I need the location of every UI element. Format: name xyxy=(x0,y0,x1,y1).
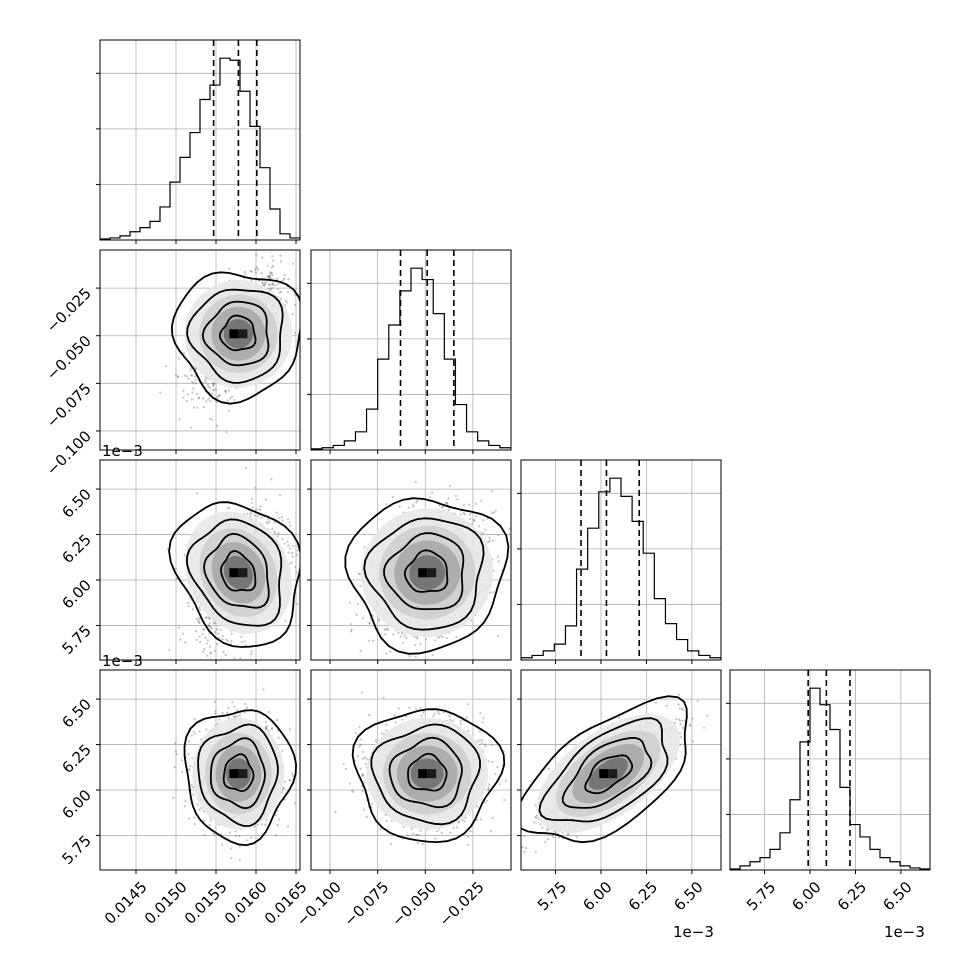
panel-frame xyxy=(310,459,512,661)
contour-lines xyxy=(168,501,300,648)
y-tick-label-p3_y: 6.50 xyxy=(58,695,94,731)
density-cells xyxy=(366,717,488,830)
contour-lines xyxy=(170,271,300,405)
contour-lines xyxy=(344,497,510,655)
tick-labels-layer: 0.01450.01500.01550.01600.0165−0.100−0.0… xyxy=(43,284,925,941)
panel-frame xyxy=(99,459,301,661)
x-tick-label-p3_x: 6.00 xyxy=(788,878,824,914)
panel-frame xyxy=(310,249,512,451)
panel-r3-c3 xyxy=(726,669,931,874)
y-tick-label-p1_y: −0.050 xyxy=(43,332,95,384)
offset-label-row2: 1e−3 xyxy=(102,442,143,460)
panel-r2-c2 xyxy=(517,459,722,664)
panel-frame xyxy=(520,669,722,871)
y-tick-label-p2_y: 6.50 xyxy=(58,485,94,521)
panel-frame xyxy=(99,249,301,451)
contour-lines xyxy=(351,708,506,844)
panel-frame xyxy=(310,669,512,871)
panel-frame xyxy=(99,39,301,241)
x-tick-label-p2_x: 6.00 xyxy=(579,878,615,914)
y-tick-label-p2_y: 5.75 xyxy=(58,622,94,658)
y-tick-label-p3_y: 6.00 xyxy=(58,786,94,822)
x-tick-label-p0_x: 0.0160 xyxy=(221,878,271,928)
y-tick-label-p1_y: −0.075 xyxy=(43,379,95,431)
density-cells xyxy=(536,714,680,833)
panel-frame xyxy=(99,669,301,871)
histogram-p3 xyxy=(730,687,930,870)
x-tick-label-p3_x: 6.50 xyxy=(879,878,915,914)
y-tick-label-p2_y: 6.00 xyxy=(58,576,94,612)
x-tick-label-p0_x: 0.0150 xyxy=(141,878,191,928)
y-tick-label-p3_y: 6.25 xyxy=(58,741,94,777)
density-cells xyxy=(184,279,293,388)
x-tick-label-p2_x: 6.50 xyxy=(670,878,706,914)
x-tick-label-p0_x: 0.0145 xyxy=(101,878,151,928)
x-tick-label-p1_x: −0.025 xyxy=(436,878,488,930)
panel-r3-c1 xyxy=(307,669,512,874)
panel-r1-c0 xyxy=(96,249,301,454)
x-tick-label-p1_x: −0.075 xyxy=(340,878,392,930)
x-tick-label-p1_x: −0.050 xyxy=(388,878,440,930)
histogram-p0 xyxy=(100,57,300,240)
x-tick-label-p2_x: 5.75 xyxy=(534,878,570,914)
density-cells xyxy=(184,511,292,634)
offset-label-row3: 1e−3 xyxy=(102,652,143,670)
x-tick-label-p0_x: 0.0155 xyxy=(181,878,231,928)
x-tick-label-p3_x: 6.25 xyxy=(834,878,870,914)
panel-r0-c0 xyxy=(96,39,301,244)
panel-frame xyxy=(520,459,722,661)
panel-frame xyxy=(729,669,931,871)
panel-r3-c0 xyxy=(96,669,301,874)
contour-lines xyxy=(521,695,688,844)
density-cells xyxy=(192,717,285,830)
panel-r3-c2 xyxy=(517,669,722,874)
y-tick-label-p2_y: 6.25 xyxy=(58,531,94,567)
histogram-p1 xyxy=(311,267,511,450)
histogram-p2 xyxy=(521,477,721,660)
y-tick-label-p3_y: 5.75 xyxy=(58,832,94,868)
contour-lines xyxy=(183,709,298,847)
y-tick-label-p1_y: −0.025 xyxy=(43,284,95,336)
offset-label-col3: 1e−3 xyxy=(884,923,925,941)
y-tick-label-p1_y: −0.100 xyxy=(43,427,95,479)
panel-r2-c1 xyxy=(307,459,512,664)
panels-layer xyxy=(96,39,931,874)
panel-r1-c1 xyxy=(307,249,512,454)
x-tick-label-p3_x: 5.75 xyxy=(743,878,779,914)
x-tick-label-p2_x: 6.25 xyxy=(625,878,661,914)
offset-label-col2: 1e−3 xyxy=(673,923,714,941)
panel-r2-c0 xyxy=(96,459,301,664)
